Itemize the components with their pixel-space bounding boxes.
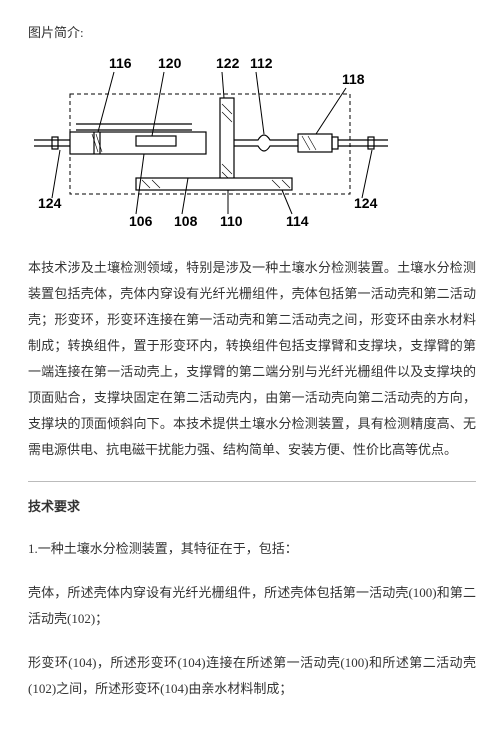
intro-label: 图片简介: xyxy=(28,20,476,46)
ref-number: 108 xyxy=(174,213,198,229)
ref-number: 124 xyxy=(38,195,62,211)
ref-number: 114 xyxy=(286,213,309,229)
ref-number: 112 xyxy=(250,55,273,71)
claim-1: 1.一种土壤水分检测装置，其特征在于，包括： xyxy=(28,536,476,562)
abstract-text: 本技术涉及土壤检测领域，特别是涉及一种土壤水分检测装置。土壤水分检测装置包括壳体… xyxy=(28,255,476,463)
ref-number: 118 xyxy=(342,71,365,87)
right-shell xyxy=(234,134,388,152)
claim-2: 壳体，所述壳体内穿设有光纤光栅组件，所述壳体包括第一活动壳(100)和第二活动壳… xyxy=(28,580,476,632)
ref-number: 124 xyxy=(354,195,378,211)
ref-number: 106 xyxy=(129,213,153,229)
bottom-base xyxy=(136,178,292,190)
section-divider xyxy=(28,481,476,482)
center-stem xyxy=(220,98,234,190)
claim-3: 形变环(104)，所述形变环(104)连接在所述第一活动壳(100)和所述第二活… xyxy=(28,650,476,702)
ref-number: 122 xyxy=(216,55,240,71)
ref-number: 110 xyxy=(220,213,243,229)
patent-figure: 116 120 122 112 118 124 106 108 110 114 124 xyxy=(32,54,392,243)
left-shell xyxy=(34,124,206,154)
ref-number: 120 xyxy=(158,55,182,71)
ref-number: 116 xyxy=(109,55,132,71)
section-title: 技术要求 xyxy=(28,494,476,520)
